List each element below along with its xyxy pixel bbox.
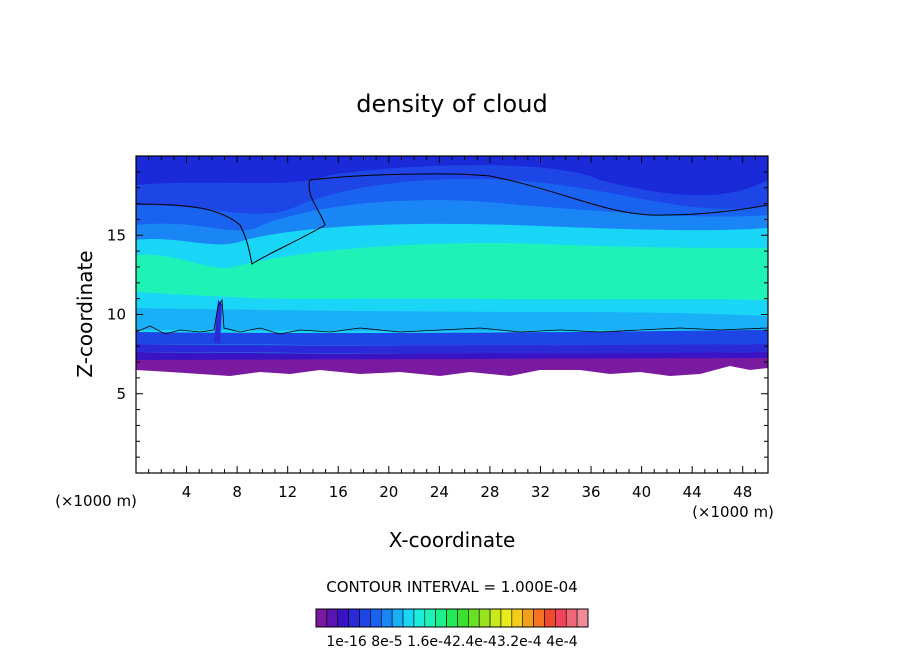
- colorbar-swatch: [555, 608, 567, 628]
- colorbar-swatch: [522, 608, 534, 628]
- colorbar-swatch: [533, 608, 545, 628]
- colorbar-swatch: [402, 608, 415, 628]
- y-tick-label: 5: [116, 385, 126, 403]
- colorbar-swatch: [500, 608, 513, 628]
- band-purple: [136, 358, 768, 376]
- contour-line-lower: [136, 298, 768, 335]
- x-tick-label: 24: [430, 483, 449, 501]
- colorbar-swatch: [489, 608, 502, 628]
- x-unit-label-right: (×1000 m): [692, 503, 774, 521]
- x-tick-label: 44: [683, 483, 702, 501]
- x-tick-label: 8: [232, 483, 242, 501]
- x-tick-label: 16: [329, 483, 348, 501]
- x-tick-label: 48: [733, 483, 752, 501]
- colorbar-swatch: [380, 608, 393, 628]
- colorbar-frame: [315, 608, 589, 628]
- colorbar-swatch: [370, 608, 382, 628]
- x-tick-label: 36: [581, 483, 600, 501]
- y-tick-label: 15: [107, 226, 126, 244]
- colorbar-labels: 1e-16 8e-5 1.6e-42.4e-43.2e-4 4e-4: [326, 634, 577, 650]
- colorbar-swatch: [348, 608, 360, 628]
- x-tick-label: 4: [182, 483, 192, 501]
- x-tick-label: 12: [278, 483, 297, 501]
- colorbar-swatch: [424, 608, 436, 628]
- y-tick-label: 10: [107, 306, 126, 324]
- band-low-cyan: [136, 308, 768, 332]
- colorbar-swatch: [576, 608, 589, 628]
- colorbar-swatch: [565, 608, 578, 628]
- x-tick-label: 28: [480, 483, 499, 501]
- colorbar-swatch: [435, 608, 447, 628]
- x-tick-label: 40: [632, 483, 651, 501]
- colorbar: [315, 608, 589, 628]
- y-axis-label: Z-coordinate: [73, 250, 97, 377]
- chart-title: density of cloud: [356, 90, 547, 118]
- contour-line-upper: [136, 173, 768, 265]
- y-axis-ticks: 5 10 15: [107, 171, 768, 458]
- contour-interval-label: CONTOUR INTERVAL = 1.000E-04: [326, 578, 577, 596]
- colorbar-swatch: [359, 608, 371, 628]
- x-tick-label: 20: [379, 483, 398, 501]
- colorbar-swatch: [457, 608, 469, 628]
- colorbar-swatch: [391, 608, 404, 628]
- colorbar-swatch: [413, 608, 426, 628]
- colorbar-swatch: [544, 608, 556, 628]
- colorbar-swatch: [478, 608, 491, 628]
- band-deep-blue: [136, 344, 768, 354]
- band-low-blue: [136, 330, 768, 346]
- x-axis-label: X-coordinate: [389, 528, 516, 552]
- colorbar-swatch: [468, 608, 480, 628]
- x-unit-label-left: (×1000 m): [55, 492, 137, 510]
- colorbar-swatch: [446, 608, 458, 628]
- plume-shaft: [214, 300, 222, 344]
- x-axis-ticks: 4 8 12 16 20 24 28 32 36 40 44 48: [148, 156, 756, 501]
- contour-field: [136, 156, 768, 376]
- colorbar-swatch: [337, 608, 349, 628]
- colorbar-swatch: [511, 608, 524, 628]
- x-tick-label: 32: [531, 483, 550, 501]
- colorbar-swatch: [326, 608, 339, 628]
- colorbar-swatch: [315, 608, 328, 628]
- band-teal: [136, 243, 768, 300]
